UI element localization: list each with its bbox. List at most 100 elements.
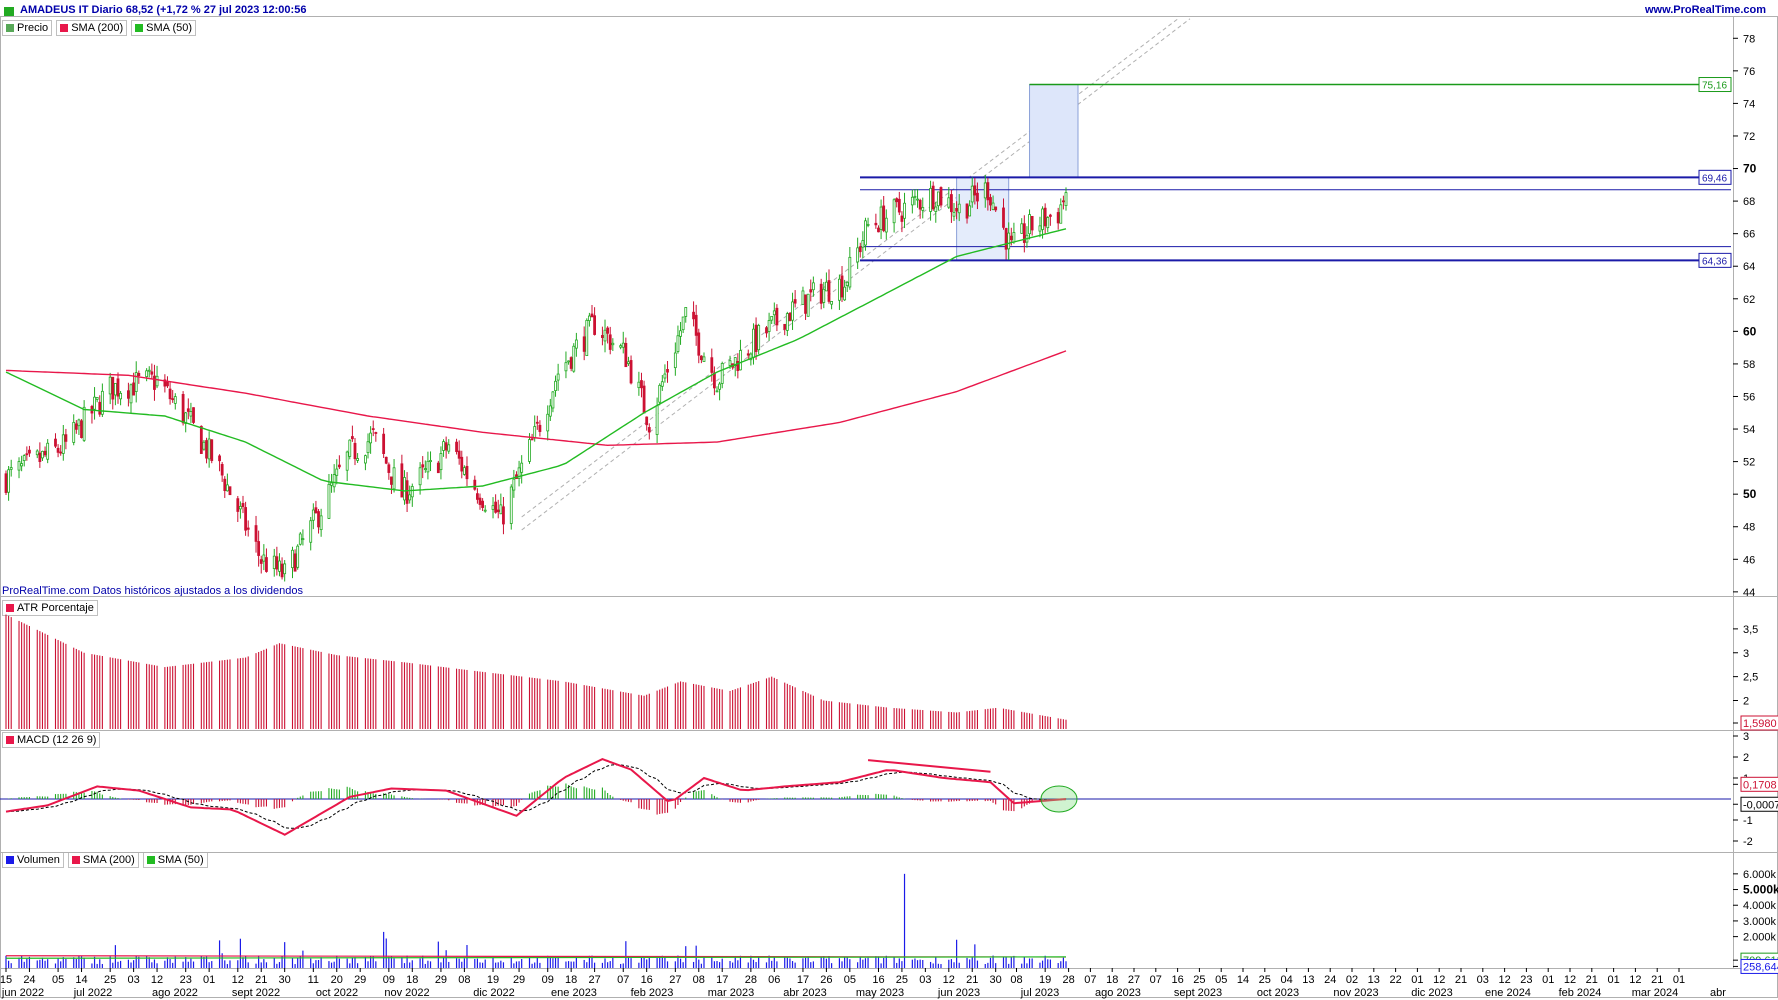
volume-legend: Volumen SMA (200) SMA (50): [2, 852, 208, 868]
candle-body: [746, 353, 750, 356]
legend-atr[interactable]: ATR Porcentaje: [2, 600, 98, 616]
candle-body: [444, 442, 448, 451]
x-day-label: 18: [565, 974, 577, 986]
x-day-label: 27: [1128, 974, 1140, 986]
candle-body: [423, 468, 427, 470]
site-link[interactable]: www.ProRealTime.com: [1644, 4, 1766, 16]
x-month-label: oct 2023: [1257, 987, 1299, 999]
legend-sma200[interactable]: SMA (200): [56, 20, 128, 36]
candle-body: [223, 478, 227, 491]
x-day-label: 27: [669, 974, 681, 986]
candle-body: [254, 525, 258, 542]
candle-body: [314, 507, 318, 514]
candle-body: [171, 398, 175, 401]
atr-tick-label: 2,5: [1743, 672, 1758, 684]
candle-body: [280, 563, 284, 578]
candle-body: [494, 501, 498, 513]
x-month-label: dic 2023: [1411, 987, 1453, 999]
candle-body: [275, 556, 279, 570]
legend-swatch-icon: [135, 24, 144, 32]
candle-body: [772, 310, 776, 316]
price-tick-label: 64: [1743, 261, 1755, 273]
candle-body: [546, 413, 550, 432]
x-day-label: 27: [588, 974, 600, 986]
macd-tick-label: -1: [1743, 815, 1753, 827]
atr-tick-label: 2: [1743, 696, 1749, 708]
candle-body: [225, 484, 229, 492]
value-label-box: [1740, 958, 1778, 974]
candle-body: [619, 345, 623, 348]
x-day-label: 07: [1084, 974, 1096, 986]
candle-body: [775, 307, 779, 326]
x-month-label: feb 2024: [1559, 987, 1602, 999]
x-day-label: 05: [844, 974, 856, 986]
legend-price[interactable]: Precio: [2, 20, 53, 36]
candle-body: [824, 281, 828, 292]
price-tick-label: 72: [1743, 131, 1755, 143]
macd-panel[interactable]: [0, 758, 1731, 836]
candle-body: [989, 197, 992, 206]
candle-body: [100, 390, 104, 415]
candle-body: [1041, 208, 1044, 230]
x-day-label: 17: [797, 974, 809, 986]
candle-body: [1009, 235, 1013, 241]
price-tick-label: 76: [1743, 66, 1755, 78]
x-day-label: 29: [354, 974, 366, 986]
candle-body: [309, 520, 313, 543]
x-day-label: 12: [1629, 974, 1641, 986]
candle-body: [345, 451, 349, 471]
volume-sma50-line: [5, 956, 1067, 959]
price-panel[interactable]: [4, 18, 1731, 582]
x-month-label: ene 2024: [1485, 987, 1531, 999]
legend-vol-sma200[interactable]: SMA (200): [67, 852, 139, 868]
candle-body: [965, 203, 969, 219]
candle-body: [754, 324, 758, 352]
candle-body: [108, 376, 112, 395]
price-tick-label: 58: [1743, 359, 1755, 371]
price-tick-label: 70: [1743, 162, 1757, 176]
volume-tick-label: 4.000k: [1743, 900, 1777, 912]
x-day-label: 01: [1607, 974, 1619, 986]
volume-panel[interactable]: [5, 873, 1067, 968]
price-tick-label: 78: [1743, 33, 1755, 45]
candle-body: [918, 199, 922, 210]
candle-body: [181, 394, 185, 424]
candle-body: [95, 397, 99, 400]
candle-body: [173, 396, 177, 404]
candle-body: [509, 486, 513, 524]
candle-body: [483, 509, 487, 512]
candle-body: [827, 280, 831, 302]
candle-body: [1043, 207, 1047, 227]
atr-panel[interactable]: [5, 614, 1067, 729]
x-day-label: 21: [1586, 974, 1598, 986]
candle-body: [749, 353, 753, 361]
candle-body: [530, 438, 534, 441]
candle-body: [1004, 228, 1008, 250]
candle-body: [647, 427, 651, 433]
candle-body: [54, 438, 57, 447]
candle-body: [168, 388, 172, 400]
candle-body: [843, 286, 847, 301]
x-day-label: 07: [1150, 974, 1162, 986]
candle-body: [528, 439, 531, 462]
candle-body: [679, 330, 682, 337]
x-day-label: 13: [1302, 974, 1314, 986]
price-tick-label: 68: [1743, 196, 1755, 208]
legend-sma50[interactable]: SMA (50): [131, 20, 197, 36]
candle-body: [582, 336, 586, 352]
x-day-label: 20: [331, 974, 343, 986]
candle-body: [585, 319, 589, 356]
macd-tick-label: -2: [1743, 836, 1753, 848]
legend-macd[interactable]: MACD (12 26 9): [2, 732, 101, 748]
candle-body: [606, 327, 610, 334]
candle-body: [983, 182, 987, 199]
candle-body: [210, 439, 214, 461]
candle-body: [502, 506, 505, 525]
candle-body: [301, 538, 305, 541]
candle-body: [736, 361, 740, 372]
candle-body: [98, 401, 102, 415]
atr-legend: ATR Porcentaje: [2, 600, 98, 616]
candle-body: [390, 476, 393, 485]
candle-body: [645, 416, 649, 426]
